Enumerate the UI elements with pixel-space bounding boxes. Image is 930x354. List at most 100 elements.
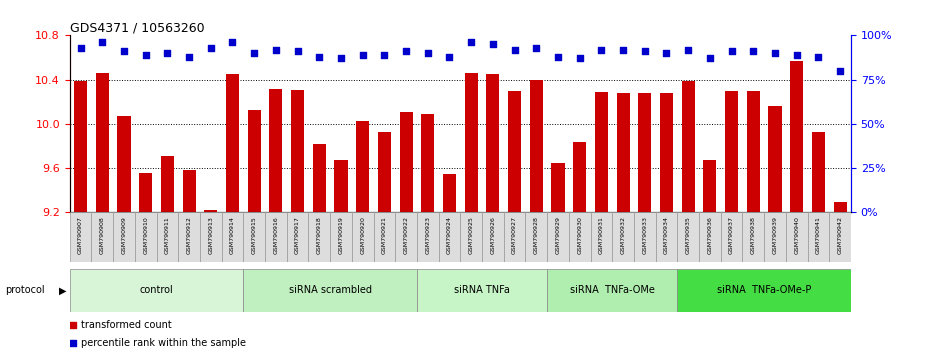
Bar: [312, 144, 326, 212]
Text: GSM790939: GSM790939: [773, 216, 777, 255]
Bar: [569, 212, 591, 262]
Text: protocol: protocol: [5, 285, 45, 295]
Point: [767, 50, 782, 56]
Text: GSM790919: GSM790919: [339, 216, 343, 254]
Bar: [790, 61, 804, 212]
Point: [204, 45, 219, 51]
Point: [616, 47, 631, 52]
Text: GSM790908: GSM790908: [100, 216, 105, 254]
Bar: [179, 212, 200, 262]
Bar: [747, 91, 760, 212]
Point: [594, 47, 609, 52]
Bar: [482, 212, 504, 262]
Text: GDS4371 / 10563260: GDS4371 / 10563260: [70, 21, 205, 34]
Point: [572, 56, 587, 61]
Point: [355, 52, 370, 58]
Bar: [352, 212, 374, 262]
Bar: [226, 74, 239, 212]
Text: GSM790922: GSM790922: [404, 216, 408, 255]
Bar: [508, 91, 521, 212]
Bar: [677, 269, 851, 312]
Bar: [286, 212, 309, 262]
Bar: [244, 269, 417, 312]
Text: GSM790941: GSM790941: [816, 216, 821, 254]
Text: transformed count: transformed count: [81, 320, 171, 330]
Text: GSM790929: GSM790929: [555, 216, 561, 255]
Text: GSM790928: GSM790928: [534, 216, 538, 254]
Point: [724, 48, 739, 54]
Bar: [156, 212, 179, 262]
Point: [312, 54, 326, 59]
Text: siRNA  TNFa-OMe-P: siRNA TNFa-OMe-P: [717, 285, 811, 295]
Bar: [617, 93, 630, 212]
Text: GSM790934: GSM790934: [664, 216, 669, 255]
Point: [377, 52, 392, 58]
Text: GSM790932: GSM790932: [620, 216, 626, 255]
Text: GSM790936: GSM790936: [708, 216, 712, 254]
Bar: [335, 160, 348, 212]
Text: GSM790915: GSM790915: [252, 216, 257, 254]
Text: GSM790940: GSM790940: [794, 216, 799, 254]
Bar: [660, 93, 673, 212]
Text: GSM790911: GSM790911: [165, 216, 170, 254]
Point: [485, 41, 500, 47]
Bar: [244, 212, 265, 262]
Text: GSM790917: GSM790917: [295, 216, 300, 254]
Bar: [833, 202, 846, 212]
Point: [269, 47, 284, 52]
Point: [181, 54, 196, 59]
Point: [811, 54, 826, 59]
Point: [832, 68, 847, 74]
Bar: [573, 142, 586, 212]
Bar: [205, 210, 218, 212]
Bar: [525, 212, 547, 262]
Bar: [117, 116, 130, 212]
Bar: [417, 269, 547, 312]
Bar: [96, 73, 109, 212]
Text: GSM790920: GSM790920: [360, 216, 365, 254]
Text: siRNA TNFa: siRNA TNFa: [454, 285, 510, 295]
Bar: [265, 212, 286, 262]
Bar: [677, 212, 699, 262]
Text: GSM790937: GSM790937: [729, 216, 734, 255]
Bar: [551, 162, 565, 212]
Text: GSM790931: GSM790931: [599, 216, 604, 254]
Point: [681, 47, 696, 52]
Bar: [400, 112, 413, 212]
Point: [420, 50, 435, 56]
Point: [95, 40, 110, 45]
Bar: [356, 121, 369, 212]
Bar: [200, 212, 221, 262]
Point: [790, 52, 804, 58]
Text: GSM790912: GSM790912: [187, 216, 192, 254]
Bar: [725, 91, 738, 212]
Point: [529, 45, 544, 51]
Point: [507, 47, 522, 52]
Bar: [547, 269, 677, 312]
Bar: [74, 81, 87, 212]
Bar: [612, 212, 634, 262]
Text: control: control: [140, 285, 173, 295]
Bar: [443, 174, 456, 212]
Bar: [309, 212, 330, 262]
Bar: [504, 212, 525, 262]
Text: GSM790942: GSM790942: [838, 216, 843, 255]
Bar: [682, 81, 695, 212]
Bar: [807, 212, 830, 262]
Point: [659, 50, 674, 56]
Bar: [291, 90, 304, 212]
Point: [246, 50, 261, 56]
Bar: [161, 156, 174, 212]
Text: GSM790909: GSM790909: [122, 216, 126, 254]
Bar: [591, 212, 612, 262]
Point: [551, 54, 565, 59]
Point: [464, 40, 479, 45]
Text: percentile rank within the sample: percentile rank within the sample: [81, 338, 246, 348]
Bar: [221, 212, 244, 262]
Bar: [182, 170, 195, 212]
Point: [65, 340, 80, 346]
Text: GSM790927: GSM790927: [512, 216, 517, 255]
Text: ▶: ▶: [59, 285, 66, 295]
Bar: [812, 132, 825, 212]
Point: [746, 48, 761, 54]
